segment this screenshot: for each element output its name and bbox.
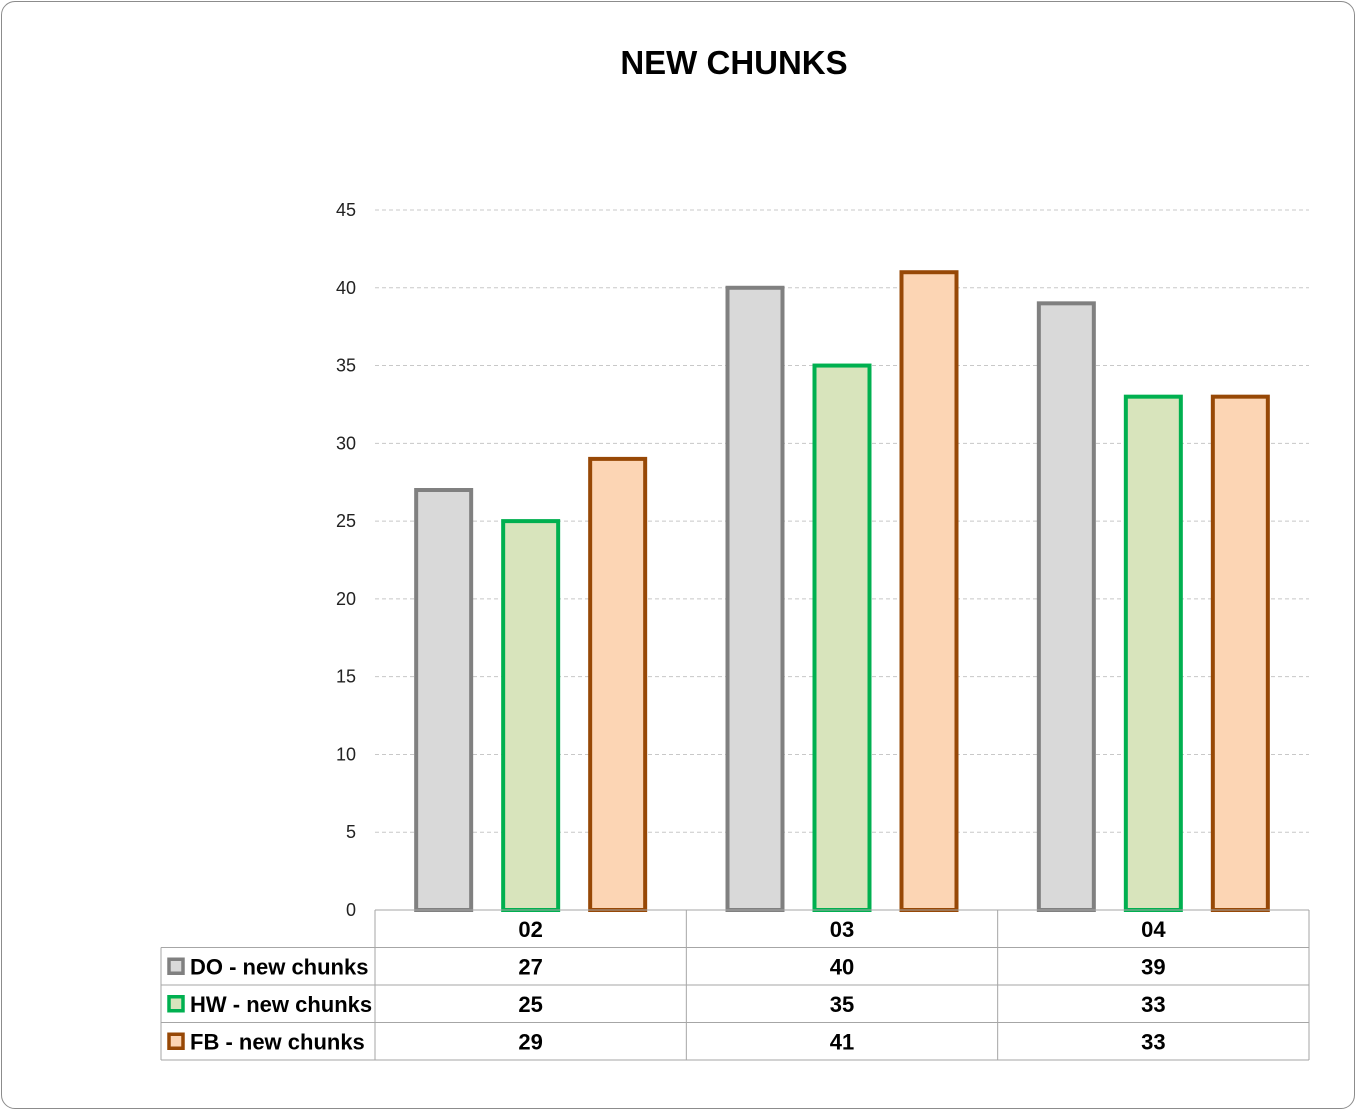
data-label: 39 (1141, 954, 1165, 979)
data-label: 33 (1141, 1029, 1165, 1054)
bar-do-03 (725, 285, 785, 912)
data-label: 41 (830, 1029, 854, 1054)
bar-do-04 (1036, 301, 1096, 913)
bar-fb-02 (588, 456, 648, 912)
bar-hw-03 (812, 363, 872, 912)
legend-label: HW - new chunks (190, 992, 372, 1017)
x-tick-label: 03 (830, 917, 854, 942)
y-tick-label: 30 (336, 433, 356, 453)
bar-hw-02 (501, 519, 561, 912)
legend-label: FB - new chunks (190, 1029, 365, 1054)
legend-label: DO - new chunks (190, 954, 368, 979)
y-tick-label: 25 (336, 511, 356, 531)
data-label: 25 (518, 992, 542, 1017)
bars (414, 270, 1270, 913)
bar-do-02 (414, 488, 474, 912)
chart-title: NEW CHUNKS (620, 44, 848, 81)
data-label: 33 (1141, 992, 1165, 1017)
data-label: 27 (518, 954, 542, 979)
legend-swatch (167, 957, 185, 975)
data-table: 02 03 04 DO - new chunks 27 40 39 HW - new chun… (160, 909, 1310, 1061)
bar-fb-03 (899, 270, 959, 912)
data-label: 35 (830, 992, 854, 1017)
data-label: 40 (830, 954, 854, 979)
bar-fb-04 (1210, 394, 1270, 912)
y-tick-label: 5 (346, 822, 356, 842)
y-tick-label: 40 (336, 278, 356, 298)
y-tick-label: 15 (336, 667, 356, 687)
y-tick-label: 0 (346, 900, 356, 920)
y-tick-label: 45 (336, 200, 356, 220)
data-label: 29 (518, 1029, 542, 1054)
bar-hw-04 (1123, 394, 1183, 912)
y-tick-label: 35 (336, 356, 356, 376)
y-axis-ticks: 0 5 10 15 20 25 30 35 40 45 (336, 200, 356, 920)
x-tick-label: 02 (518, 917, 542, 942)
x-tick-label: 04 (1141, 917, 1166, 942)
legend-swatch (167, 1032, 185, 1050)
y-tick-label: 20 (336, 589, 356, 609)
legend-swatch (167, 995, 185, 1013)
y-tick-label: 10 (336, 744, 356, 764)
